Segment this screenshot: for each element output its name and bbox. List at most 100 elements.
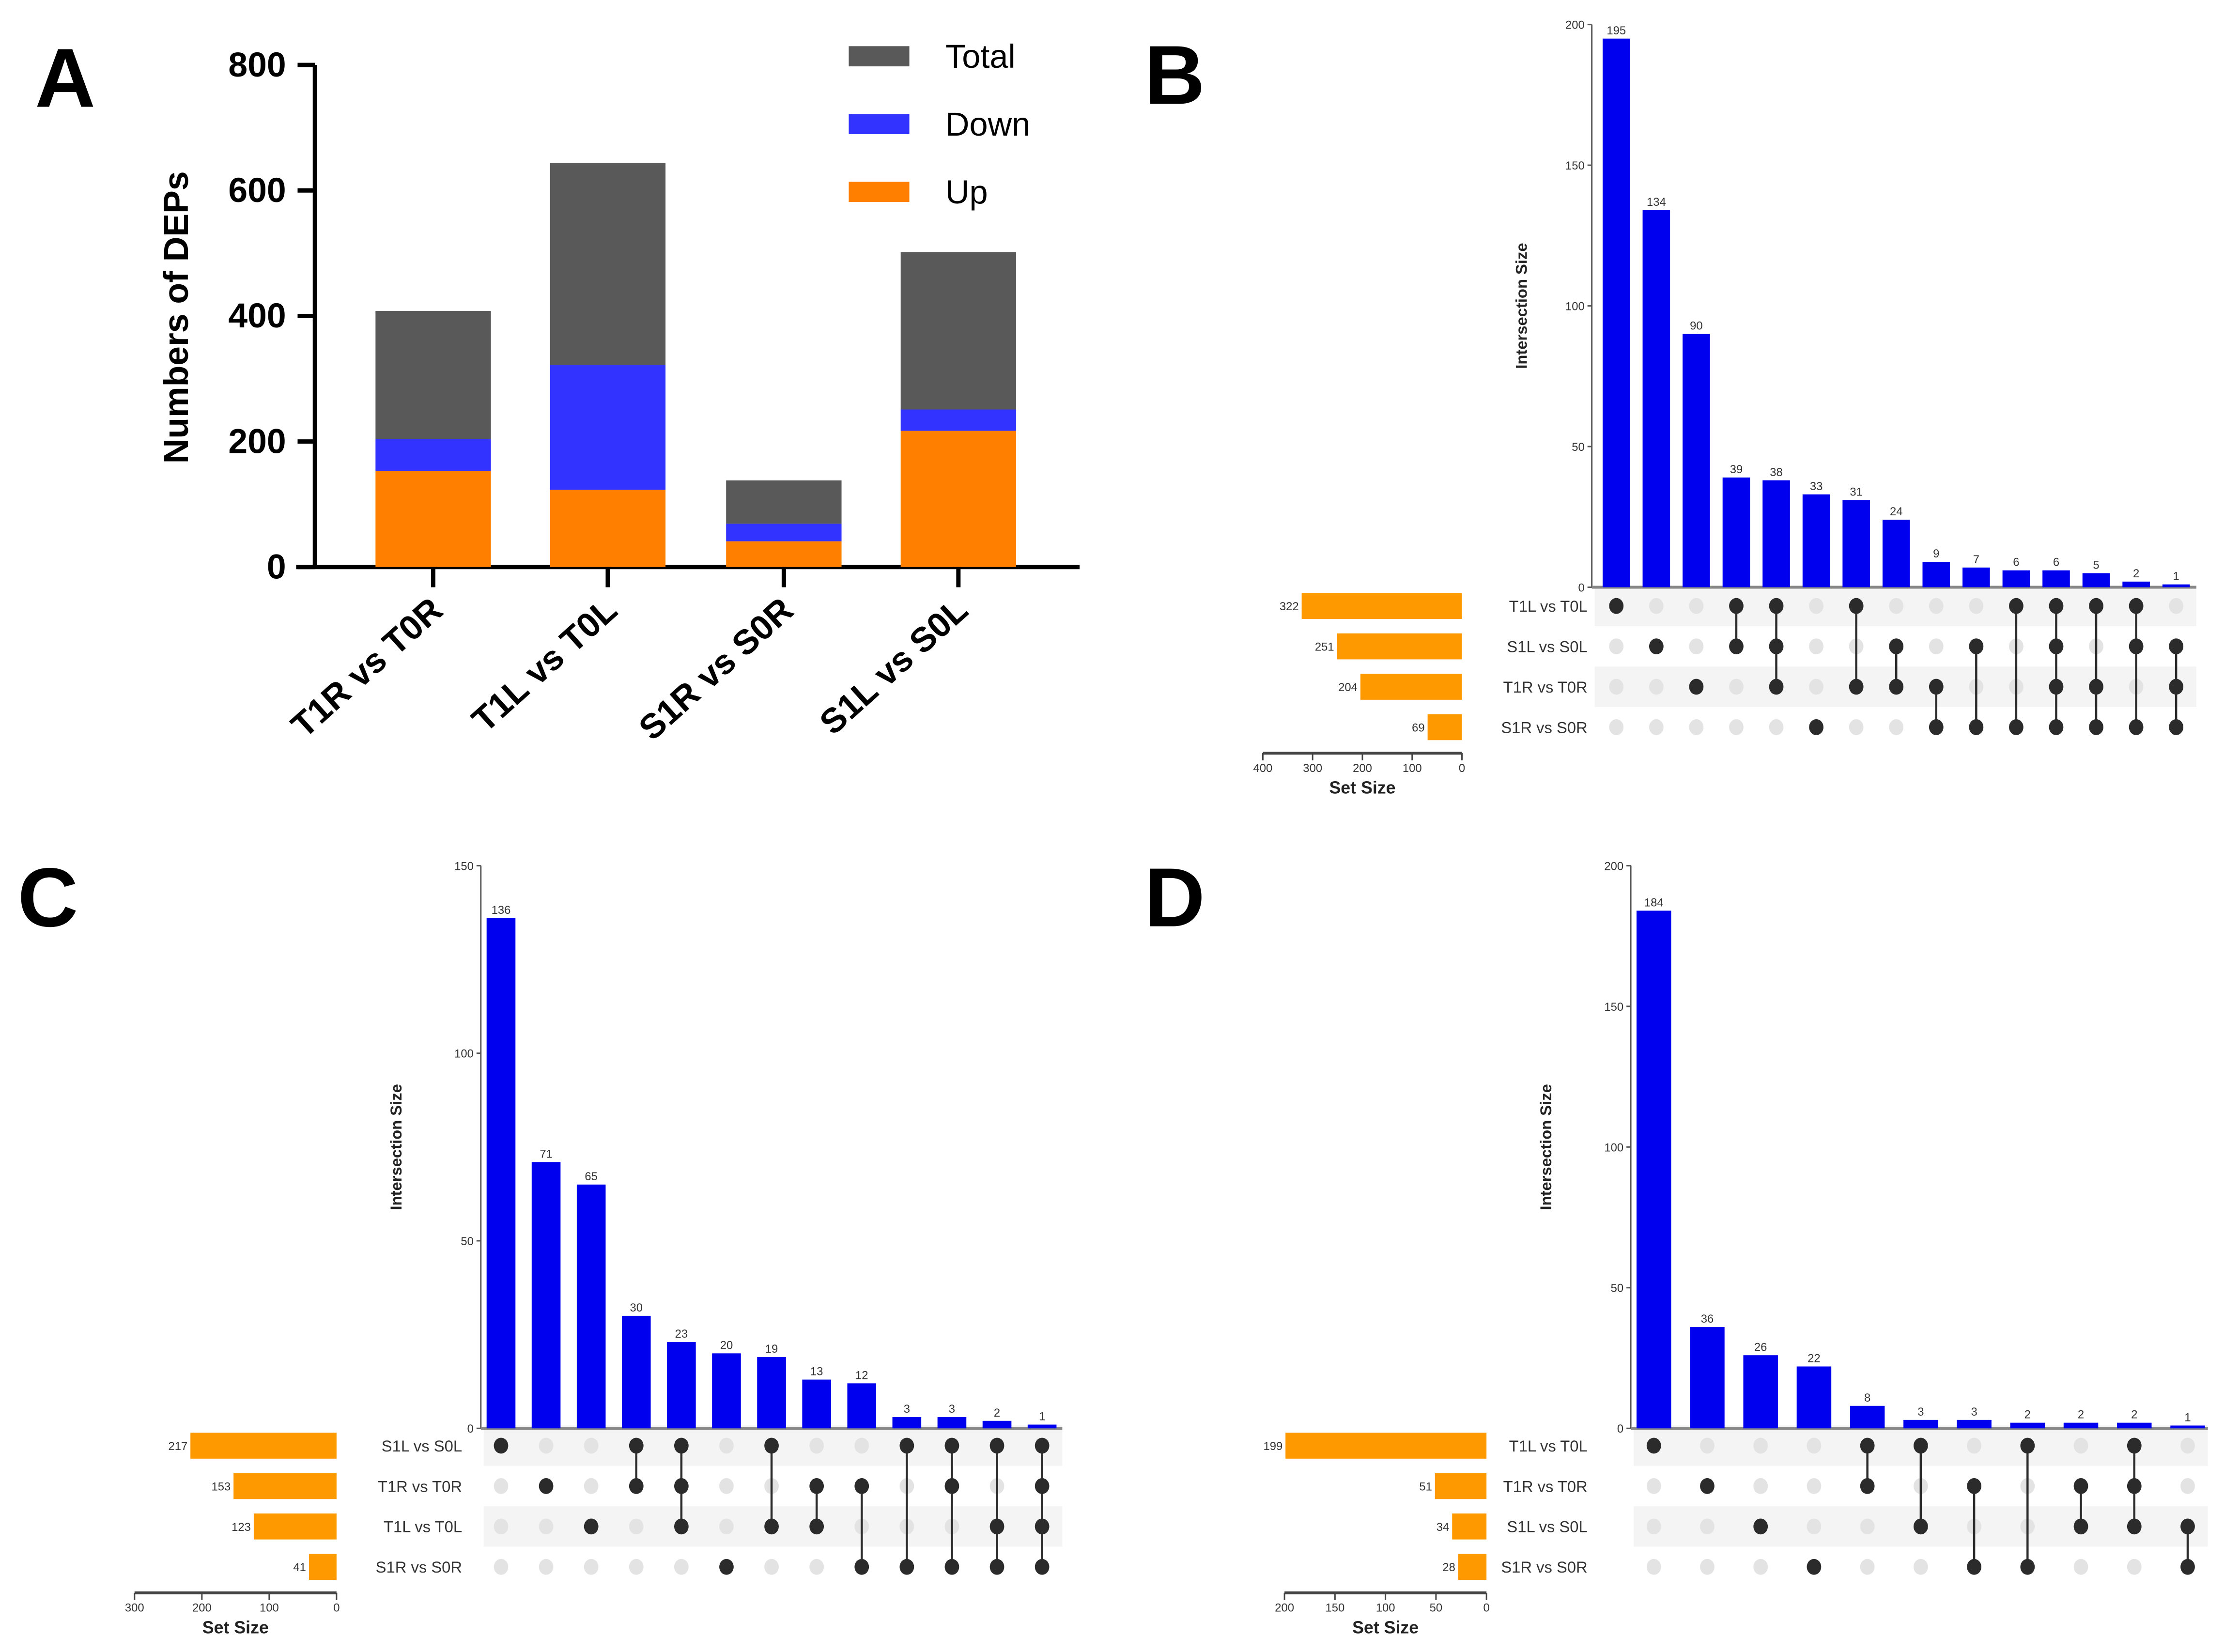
matrix-dot-empty — [1753, 1559, 1768, 1575]
intersection-bar — [892, 1417, 922, 1429]
set-size-label: 204 — [1338, 681, 1358, 694]
intersection-bar-label: 1 — [2173, 570, 2179, 583]
bar-down — [726, 524, 842, 541]
matrix-dot-filled — [674, 1518, 689, 1535]
matrix-dot-filled — [989, 1518, 1004, 1535]
intersection-bar-label: 6 — [2013, 556, 2019, 569]
intersection-bar-label: 184 — [1644, 896, 1664, 909]
matrix-dot-filled — [494, 1437, 509, 1454]
matrix-dot-filled — [2020, 1437, 2035, 1454]
matrix-dot-empty — [1849, 719, 1864, 735]
matrix-dot-empty — [719, 1437, 734, 1454]
matrix-dot-filled — [1889, 679, 1904, 695]
matrix-dot-empty — [1807, 1518, 1822, 1535]
matrix-dot-empty — [584, 1437, 599, 1454]
intersection-bar — [1922, 562, 1950, 587]
intersection-bar-label: 31 — [1850, 485, 1863, 498]
matrix-dot-filled — [2127, 1478, 2142, 1494]
set-label: S1L vs S0L — [1507, 1518, 1587, 1536]
intersection-bar-label: 5 — [2093, 558, 2099, 571]
matrix-dot-filled — [2169, 638, 2184, 654]
set-size-label: 123 — [232, 1521, 251, 1534]
matrix-dot-filled — [2089, 719, 2103, 735]
matrix-dot-filled — [1929, 719, 1944, 735]
panel-label-c: C — [18, 851, 78, 944]
set-label: T1R vs T0R — [1503, 1477, 1588, 1495]
matrix-dot-filled — [2009, 719, 2024, 735]
matrix-dot-empty — [854, 1437, 869, 1454]
bar-total — [726, 480, 842, 524]
intersection-bar-label: 2 — [2131, 1408, 2137, 1421]
y-axis-title: Numbers of DEPs — [157, 171, 196, 463]
matrix-dot-filled — [2127, 1518, 2142, 1535]
matrix-dot-filled — [2129, 598, 2144, 614]
matrix-dot-filled — [809, 1518, 824, 1535]
matrix-dot-empty — [1649, 598, 1664, 614]
y-tick-label: 800 — [228, 46, 286, 84]
intersection-bar — [1842, 500, 1870, 587]
matrix-dot-empty — [1646, 1478, 1661, 1494]
legend-label-down: Down — [945, 106, 1030, 143]
matrix-dot-empty — [494, 1559, 509, 1575]
matrix-dot-empty — [1860, 1559, 1875, 1575]
matrix-dot-empty — [1689, 638, 1704, 654]
intersection-bar-label: 1 — [1039, 1410, 1045, 1423]
matrix-dot-empty — [1913, 1559, 1928, 1575]
legend-label-total: Total — [945, 38, 1016, 75]
matrix-dot-empty — [2180, 1478, 2195, 1494]
set-size-bar — [1458, 1554, 1487, 1580]
bar-total — [900, 252, 1017, 410]
set-size-bar — [1301, 593, 1462, 619]
bar-up — [375, 471, 491, 567]
set-size-bar — [253, 1513, 337, 1540]
intersection-bar — [1962, 567, 1990, 587]
intersection-bar-label: 23 — [675, 1328, 688, 1341]
set-size-title: Set Size — [1329, 778, 1395, 797]
matrix-dot-filled — [899, 1437, 914, 1454]
set-label: T1L vs T0L — [1509, 597, 1588, 615]
y-axis-title: Intersection Size — [1537, 1084, 1555, 1210]
intersection-bar-label: 24 — [1890, 505, 1903, 518]
matrix-dot-filled — [1753, 1518, 1768, 1535]
matrix-dot-empty — [1729, 719, 1744, 735]
matrix-dot-empty — [1649, 719, 1664, 735]
intersection-bar — [1683, 334, 1710, 587]
matrix-dot-filled — [1609, 598, 1624, 614]
intersection-bar — [1690, 1327, 1725, 1429]
set-size-tick-label: 200 — [192, 1602, 212, 1615]
matrix-dot-empty — [1769, 719, 1784, 735]
legend-swatch-down — [849, 114, 910, 135]
set-size-tick-label: 0 — [1483, 1602, 1490, 1615]
matrix-dot-empty — [1753, 1437, 1768, 1454]
y-tick-label: 100 — [1604, 1141, 1623, 1154]
matrix-dot-empty — [1646, 1559, 1661, 1575]
matrix-dot-filled — [539, 1478, 554, 1494]
intersection-bar — [1796, 1366, 1832, 1429]
intersection-bar — [1850, 1405, 1885, 1429]
set-size-tick-label: 100 — [1376, 1602, 1395, 1615]
y-tick-label: 150 — [454, 860, 474, 873]
intersection-bar — [1743, 1355, 1778, 1429]
intersection-bar — [757, 1357, 786, 1429]
matrix-dot-filled — [944, 1437, 959, 1454]
matrix-dot-empty — [1646, 1518, 1661, 1535]
matrix-dot-filled — [1035, 1478, 1050, 1494]
intersection-bar-label: 65 — [585, 1170, 598, 1183]
matrix-dot-empty — [1753, 1478, 1768, 1494]
matrix-dot-filled — [1967, 1478, 1981, 1494]
y-tick-label: 600 — [228, 171, 286, 210]
intersection-bar-label: 6 — [2053, 556, 2059, 569]
matrix-dot-empty — [674, 1559, 689, 1575]
matrix-dot-empty — [584, 1478, 599, 1494]
intersection-bar — [1027, 1424, 1057, 1429]
y-tick-label: 100 — [454, 1048, 474, 1061]
intersection-bar — [712, 1353, 741, 1429]
matrix-dot-empty — [1649, 679, 1664, 695]
matrix-dot-filled — [584, 1518, 599, 1535]
bar-total — [550, 163, 666, 365]
matrix-dot-empty — [1700, 1559, 1715, 1575]
matrix-dot-filled — [1646, 1437, 1661, 1454]
intersection-bar-label: 3 — [1971, 1405, 1977, 1419]
set-size-bar — [1337, 633, 1462, 660]
